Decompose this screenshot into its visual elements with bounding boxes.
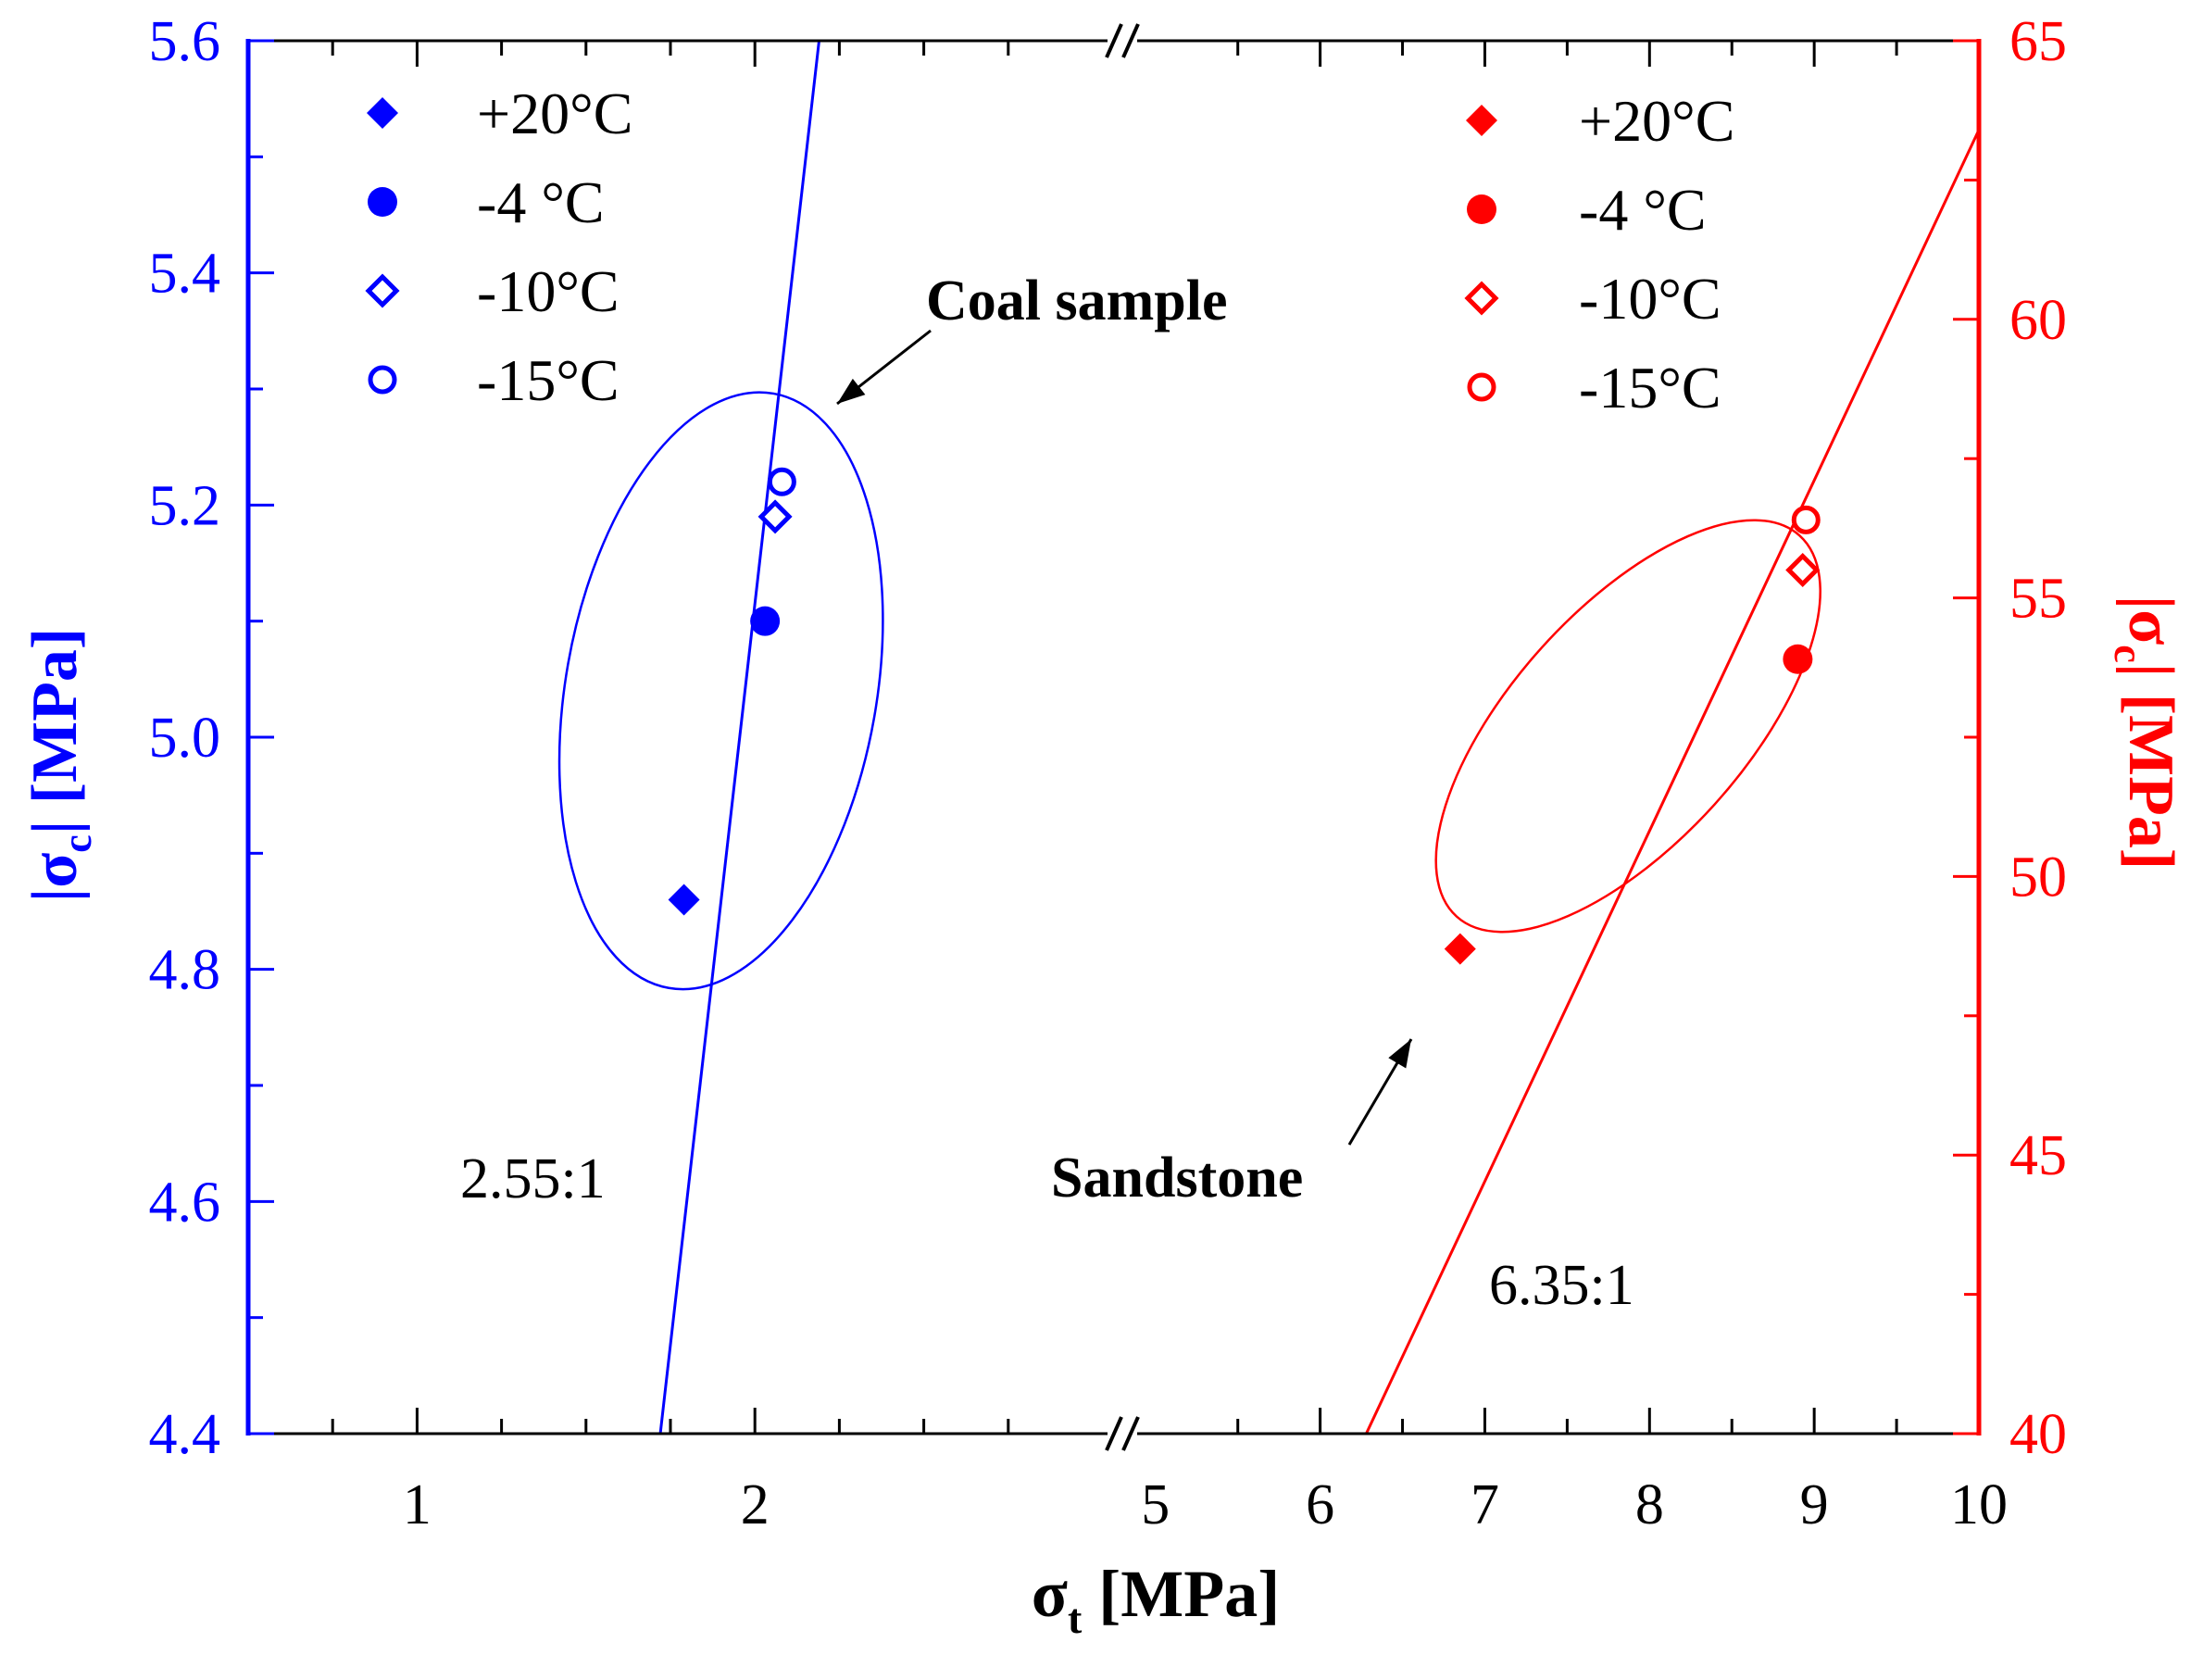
- sandstone-arrow-head: [1388, 1039, 1411, 1069]
- sandstone-point-0-shape: [1444, 933, 1476, 965]
- coal-legend-marker-1-shape: [368, 187, 397, 217]
- sandstone-legend-marker-2-shape: [1464, 281, 1499, 316]
- sandstone-point-3-shape: [1791, 505, 1821, 534]
- coal-ratio-label: 2.55:1: [460, 1147, 606, 1210]
- sandstone-fit-line: [1365, 129, 1979, 1434]
- sandstone-point-3: [1791, 505, 1821, 534]
- y-left-tick-label: 5.4: [149, 243, 221, 306]
- plot-content: [557, 41, 1979, 1434]
- y-right-tick-label: 45: [2009, 1124, 2067, 1187]
- x-axis-title-unit: [MPa]: [1082, 1557, 1280, 1631]
- y-left-axis-title-tail: | [MPa]: [19, 628, 91, 834]
- y-right-tick-label: 60: [2009, 289, 2067, 352]
- coal-legend-label-3: -15°C: [477, 347, 620, 413]
- x-tick-label: 8: [1635, 1473, 1664, 1536]
- annotations: Coal sample Sandstone 2.55:1 6.35:1: [460, 270, 1634, 1317]
- bottom-axis-break-mark-1: [1121, 1416, 1140, 1451]
- legends: +20°C -4 °C -10°C -15°C +20°C -4 °C -10°C -15°C: [365, 81, 1734, 420]
- coal-sample-arrow: [836, 329, 932, 406]
- sandstone-legend-marker-3: [1467, 372, 1496, 402]
- sandstone-point-0: [1444, 933, 1476, 965]
- sandstone-legend-marker-0-shape: [1466, 105, 1497, 136]
- y-right-axis-title: |σc| [MPa]: [2106, 596, 2186, 870]
- sandstone-legend-marker-1-shape: [1467, 194, 1496, 224]
- y-left-tick-label: 4.6: [149, 1171, 221, 1234]
- y-right-tick-label: 65: [2009, 10, 2067, 73]
- y-left-tick-label: 5.6: [149, 10, 221, 73]
- coal-point-0-shape: [668, 884, 700, 916]
- coal-point-0: [668, 884, 700, 916]
- sandstone-legend-marker-0: [1466, 105, 1497, 136]
- sandstone-ratio-label: 6.35:1: [1489, 1254, 1634, 1317]
- y-left-axis-title-sub: c: [55, 834, 100, 853]
- x-tick-label: 7: [1471, 1473, 1499, 1536]
- y-left-tick-label: 4.4: [149, 1403, 221, 1466]
- x-tick-label: 10: [1950, 1473, 2008, 1536]
- y-right-axis-title-tail: | [MPa]: [2115, 663, 2186, 870]
- coal-legend-marker-0: [367, 97, 398, 129]
- sandstone-legend-marker-2: [1464, 281, 1499, 316]
- coal-legend-marker-0-shape: [367, 97, 398, 129]
- sandstone-point-1-shape: [1783, 644, 1813, 674]
- x-tick-label: 1: [403, 1473, 432, 1536]
- sandstone-point-2: [1785, 552, 1821, 588]
- sandstone-legend-marker-3-shape: [1467, 372, 1496, 402]
- x-axis-title: σt [MPa]: [1032, 1557, 1280, 1642]
- y-right-tick-label: 40: [2009, 1403, 2067, 1466]
- coal-ellipse: [557, 391, 884, 991]
- coal-legend-marker-3: [368, 365, 397, 395]
- coal-legend-marker-2-shape: [365, 273, 400, 308]
- axes: 1 2 5 6 7 8 9 10 4.4 4.6 4.8 5.0 5.2 5.4 5.6 40 45 50 55 60…: [19, 10, 2186, 1642]
- sandstone-legend-label-1: -4 °C: [1579, 177, 1707, 243]
- y-right-axis-title-main: |σ: [2115, 596, 2186, 646]
- coal-legend-marker-2: [365, 273, 400, 308]
- x-tick-label: 9: [1800, 1473, 1829, 1536]
- coal-legend-marker-3-shape: [368, 365, 397, 395]
- coal-sample-arrow-head: [837, 378, 866, 404]
- sandstone-ellipse: [1434, 519, 1821, 934]
- coal-legend-label-1: -4 °C: [477, 169, 605, 235]
- coal-fit-line: [658, 41, 821, 1434]
- y-right-tick-label: 50: [2009, 846, 2067, 909]
- coal-point-1-shape: [750, 606, 781, 636]
- y-right-axis-title-sub: c: [2106, 645, 2151, 663]
- sandstone-point-2-shape: [1785, 552, 1821, 588]
- x-tick-label: 5: [1141, 1473, 1170, 1536]
- coal-point-3-shape: [767, 467, 796, 496]
- sandstone-legend-label-2: -10°C: [1579, 266, 1721, 332]
- coal-legend-marker-1: [368, 187, 397, 217]
- sandstone-legend-label-3: -15°C: [1579, 355, 1721, 420]
- plot-area: [557, 41, 1979, 1434]
- x-axis-title-main: σ: [1032, 1557, 1068, 1631]
- coal-point-1: [750, 606, 781, 636]
- coal-point-2-shape: [757, 499, 793, 534]
- coal-sample-label: Coal sample: [926, 270, 1228, 332]
- x-axis-title-sub: t: [1068, 1595, 1083, 1642]
- y-left-tick-label: 5.2: [149, 474, 221, 537]
- y-left-tick-label: 4.8: [149, 939, 221, 1002]
- x-tick-label: 6: [1306, 1473, 1334, 1536]
- sandstone-arrow: [1347, 1038, 1413, 1146]
- x-tick-label: 2: [741, 1473, 770, 1536]
- sandstone-point-1: [1783, 644, 1813, 674]
- coal-legend-label-2: -10°C: [477, 258, 620, 324]
- coal-legend-label-0: +20°C: [477, 81, 632, 146]
- bottom-axis-break-mark-0: [1105, 1416, 1123, 1451]
- y-left-tick-label: 5.0: [149, 707, 221, 770]
- y-right-tick-label: 55: [2009, 568, 2067, 631]
- coal-point-3: [767, 467, 796, 496]
- top-axis-break-mark-0: [1105, 23, 1123, 58]
- sandstone-label: Sandstone: [1051, 1147, 1303, 1210]
- sandstone-legend-marker-1: [1467, 194, 1496, 224]
- y-left-axis-title-main: |σ: [19, 853, 91, 903]
- y-left-axis-title: |σc| [MPa]: [19, 628, 100, 902]
- top-axis-break-mark-1: [1121, 23, 1140, 58]
- sandstone-legend-label-0: +20°C: [1579, 88, 1734, 154]
- coal-point-2: [757, 499, 793, 534]
